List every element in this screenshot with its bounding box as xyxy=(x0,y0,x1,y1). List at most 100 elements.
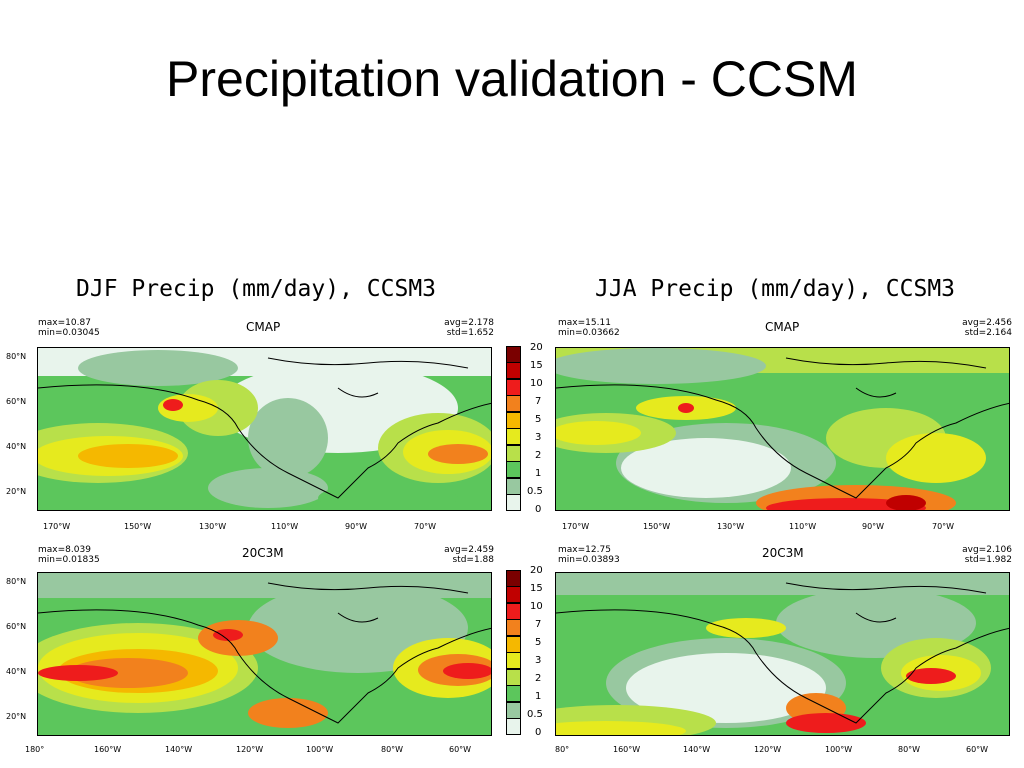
lon-label: 80°W xyxy=(898,745,921,754)
lat-label: 20°N xyxy=(6,487,27,496)
colorbar-swatch xyxy=(506,478,521,495)
precip-map-jja-cmap xyxy=(555,347,1010,511)
colorbar-swatch xyxy=(506,570,521,587)
figure-title-djf: DJF Precip (mm/day), CCSM3 xyxy=(76,276,437,302)
colorbar-swatch xyxy=(506,428,521,445)
colorbar-swatch xyxy=(506,619,521,636)
lon-label: 140°W xyxy=(165,745,193,754)
colorbar-label: 15 xyxy=(530,360,543,371)
lon-label: 140°W xyxy=(683,745,711,754)
colorbar-swatch xyxy=(506,379,521,396)
precip-map-djf-20c3m xyxy=(37,572,492,736)
lat-label: 80°N xyxy=(6,577,27,586)
panel-std: std=1.982 xyxy=(964,555,1012,565)
lon-label: 150°W xyxy=(643,522,671,531)
lat-label: 60°N xyxy=(6,397,27,406)
lon-label: 160°W xyxy=(613,745,641,754)
lat-label: 80°N xyxy=(6,352,27,361)
lon-label: 160°W xyxy=(94,745,122,754)
colorbar-label: 0 xyxy=(535,727,542,738)
colorbar-label: 20 xyxy=(530,565,543,576)
panel-min: min=0.03662 xyxy=(558,328,620,338)
lon-label: 180° xyxy=(25,745,45,754)
colorbar-label: 1 xyxy=(535,468,542,479)
lat-label: 60°N xyxy=(6,622,27,631)
colorbar-swatch xyxy=(506,346,521,363)
colorbar-label: 2 xyxy=(535,673,542,684)
lon-label: 60°W xyxy=(449,745,472,754)
colorbar xyxy=(506,570,521,736)
panel-min: min=0.01835 xyxy=(38,555,100,565)
colorbar-label: 0 xyxy=(535,504,542,515)
colorbar-swatch xyxy=(506,412,521,429)
colorbar-label: 20 xyxy=(530,342,543,353)
colorbar-label: 10 xyxy=(530,601,543,612)
precip-map-djf-cmap xyxy=(37,347,492,511)
lon-label: 70°W xyxy=(414,522,437,531)
lon-label: 60°W xyxy=(966,745,989,754)
colorbar-swatch xyxy=(506,669,521,686)
slide-title: Precipitation validation - CCSM xyxy=(166,51,858,107)
colorbar-label: 2 xyxy=(535,450,542,461)
lon-label: 130°W xyxy=(199,522,227,531)
colorbar-swatch xyxy=(506,718,521,735)
panel-avg: avg=2.178 xyxy=(444,318,494,328)
panel-label: CMAP xyxy=(765,320,800,334)
colorbar-label: 7 xyxy=(535,396,542,407)
colorbar-swatch xyxy=(506,636,521,653)
colorbar-swatch xyxy=(506,685,521,702)
lat-label: 40°N xyxy=(6,667,27,676)
lon-label: 120°W xyxy=(236,745,264,754)
colorbar-swatch xyxy=(506,586,521,603)
lon-label: 110°W xyxy=(271,522,299,531)
colorbar-label: 3 xyxy=(535,432,542,443)
panel-avg: avg=2.456 xyxy=(962,318,1012,328)
lon-label: 130°W xyxy=(717,522,745,531)
colorbar-swatch xyxy=(506,603,521,620)
panel-max: max=12.75 xyxy=(558,545,611,555)
panel-avg: avg=2.106 xyxy=(962,545,1012,555)
panel-min: min=0.03893 xyxy=(558,555,620,565)
colorbar-swatch xyxy=(506,461,521,478)
colorbar-label: 7 xyxy=(535,619,542,630)
lon-label: 100°W xyxy=(825,745,853,754)
colorbar-label: 0.5 xyxy=(527,709,543,720)
lon-label: 80°W xyxy=(381,745,404,754)
panel-min: min=0.03045 xyxy=(38,328,100,338)
panel-label: CMAP xyxy=(246,320,281,334)
colorbar-label: 15 xyxy=(530,583,543,594)
panel-label: 20C3M xyxy=(242,546,284,560)
colorbar-swatch xyxy=(506,395,521,412)
lon-label: 170°W xyxy=(562,522,590,531)
colorbar-swatch xyxy=(506,494,521,511)
colorbar xyxy=(506,346,521,512)
colorbar-label: 0.5 xyxy=(527,486,543,497)
lon-label: 150°W xyxy=(124,522,152,531)
precip-map-jja-20c3m xyxy=(555,572,1010,736)
lon-label: 170°W xyxy=(43,522,71,531)
lon-label: 70°W xyxy=(932,522,955,531)
panel-std: std=1.88 xyxy=(452,555,494,565)
panel-label: 20C3M xyxy=(762,546,804,560)
panel-max: max=10.87 xyxy=(38,318,91,328)
lon-label: 110°W xyxy=(789,522,817,531)
lon-label: 90°W xyxy=(862,522,885,531)
panel-std: std=1.652 xyxy=(446,328,494,338)
colorbar-swatch xyxy=(506,445,521,462)
colorbar-label: 5 xyxy=(535,414,542,425)
panel-max: max=15.11 xyxy=(558,318,611,328)
figure-title-jja: JJA Precip (mm/day), CCSM3 xyxy=(595,276,956,302)
panel-max: max=8.039 xyxy=(38,545,91,555)
colorbar-swatch xyxy=(506,702,521,719)
colorbar-label: 3 xyxy=(535,655,542,666)
lon-label: 120°W xyxy=(754,745,782,754)
lat-label: 40°N xyxy=(6,442,27,451)
panel-avg: avg=2.459 xyxy=(444,545,494,555)
colorbar-swatch xyxy=(506,652,521,669)
colorbar-label: 5 xyxy=(535,637,542,648)
panel-std: std=2.164 xyxy=(964,328,1012,338)
lat-label: 20°N xyxy=(6,712,27,721)
colorbar-label: 1 xyxy=(535,691,542,702)
colorbar-swatch xyxy=(506,362,521,379)
lon-label: 90°W xyxy=(345,522,368,531)
